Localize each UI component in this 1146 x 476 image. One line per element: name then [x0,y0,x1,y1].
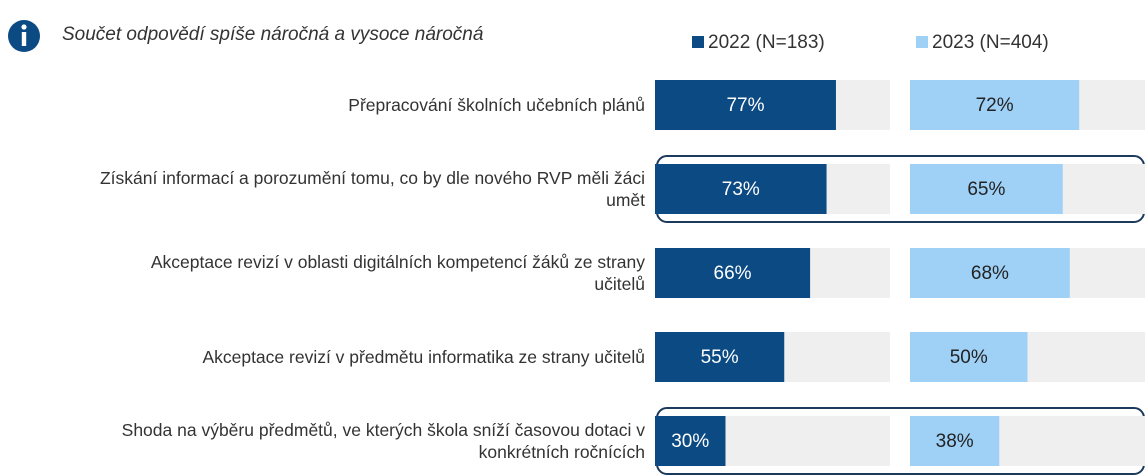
bar [910,332,1028,382]
data-label: 30% [671,431,709,452]
bar [655,164,827,214]
data-label: 77% [726,95,764,116]
bar [655,248,811,298]
bar [655,416,726,466]
bar [910,80,1080,130]
data-label: 66% [714,263,752,284]
info-icon-dot [21,24,27,30]
bar [910,248,1070,298]
data-label: 68% [971,263,1009,284]
data-label: 72% [976,95,1014,116]
bar [910,164,1063,214]
category-label: Získání informací a porozumění tomu, co … [99,168,645,210]
info-icon-stem [21,32,27,46]
legend-label: 2022 (N=183) [708,32,825,53]
data-label: 73% [722,179,760,200]
data-label: 38% [936,431,974,452]
legend-swatch [916,36,928,48]
category-label: Shoda na výběru předmětů, ve kterých ško… [121,420,645,462]
legend-swatch [692,36,704,48]
category-label: Akceptace revizí v předmětu informatika … [202,347,645,367]
bar [910,416,1000,466]
data-label: 55% [701,347,739,368]
legend-label: 2023 (N=404) [932,32,1049,53]
data-label: 50% [950,347,988,368]
bar [655,80,836,130]
note: Součet odpovědí spíše náročná a vysoce n… [62,24,484,45]
data-label: 65% [967,179,1005,200]
category-label: Akceptace revizí v oblasti digitálních k… [150,252,645,294]
bar [655,332,785,382]
category-label: Přepracování školních učebních plánů [348,95,645,115]
